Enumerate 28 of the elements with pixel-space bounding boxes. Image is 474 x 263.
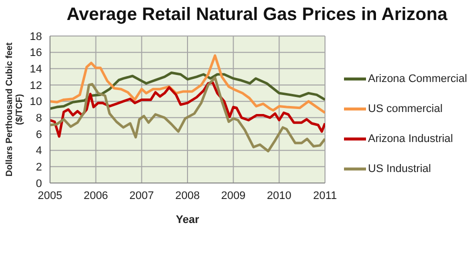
x-tick-label: 2011 (313, 190, 337, 202)
legend-label: US Industrial (368, 163, 431, 175)
x-tick-label: 2007 (129, 190, 154, 202)
legend-label: US commercial (368, 103, 443, 115)
legend-label: Arizona Industrial (368, 133, 453, 145)
x-tick-label: 2008 (175, 190, 200, 202)
x-tick-label: 2005 (38, 190, 62, 202)
line-series (50, 76, 325, 152)
line-series (50, 81, 325, 138)
line-series (50, 72, 325, 110)
line-series (50, 54, 325, 114)
y-tick-label: 0 (36, 178, 42, 190)
y-tick-label: 10 (30, 96, 42, 108)
y-tick-label: 14 (30, 64, 42, 76)
y-tick-label: 18 (30, 30, 42, 43)
chart-title: Average Retail Natural Gas Prices in Arizona (66, 4, 448, 25)
x-tick-label: 2009 (221, 190, 246, 202)
y-tick-label: 2 (36, 162, 42, 174)
x-tick-label: 2006 (84, 190, 108, 202)
x-tick-label: 2010 (266, 190, 292, 202)
y-tick-label: 12 (30, 80, 42, 92)
y-tick-label: 4 (36, 145, 42, 158)
y-tick-label: 8 (36, 112, 42, 125)
y-axis-title: Dollars Perthousand Cubic feet ($/TCF) (4, 42, 24, 177)
y-tick-label: 16 (30, 47, 42, 60)
x-axis-title: Year (176, 214, 200, 226)
y-tick-label: 6 (36, 128, 42, 141)
legend-label: Arizona Commercial (368, 73, 468, 85)
